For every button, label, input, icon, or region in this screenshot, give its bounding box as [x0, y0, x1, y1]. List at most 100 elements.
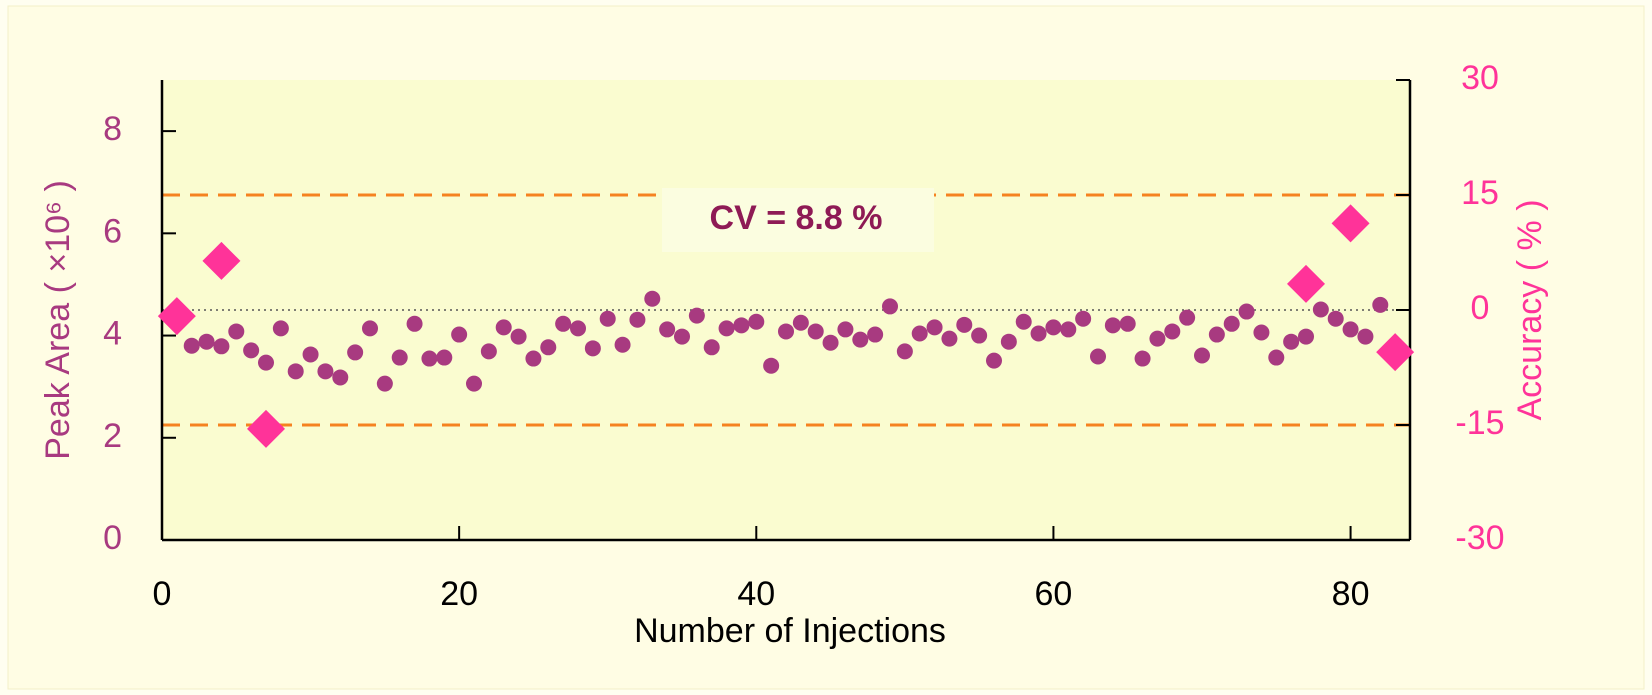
- dot-point: [1000, 333, 1017, 350]
- dot-point: [258, 354, 274, 371]
- dot-point: [495, 319, 512, 336]
- dot-point: [287, 363, 304, 380]
- y-tick-label: 8: [103, 110, 122, 148]
- dot-point: [183, 337, 200, 354]
- dot-point: [391, 349, 408, 366]
- dot-point: [986, 352, 1002, 369]
- dot-point: [778, 323, 794, 340]
- dot-point: [763, 357, 780, 374]
- dot-point: [1045, 319, 1062, 336]
- diamond-point: [1331, 204, 1370, 243]
- dot-point: [272, 320, 289, 337]
- dot-point: [376, 375, 393, 392]
- dot-point: [599, 310, 616, 327]
- diamond-point: [202, 241, 241, 280]
- dot-point: [584, 340, 601, 357]
- y-tick-label: 4: [103, 315, 122, 353]
- dot-point: [1075, 310, 1092, 327]
- x-tick-label: 80: [1332, 575, 1370, 613]
- dot-point: [1164, 323, 1181, 340]
- dot-point: [198, 333, 215, 350]
- dot-point: [718, 320, 735, 337]
- y-tick-label: 2: [103, 417, 122, 455]
- diamond-point: [247, 409, 285, 448]
- dot-point: [1342, 321, 1359, 338]
- y2-tick-label: -15: [1455, 404, 1504, 442]
- x-tick-label: 40: [737, 575, 775, 613]
- dot-point: [703, 339, 720, 356]
- x-tick-label: 60: [1035, 575, 1073, 613]
- dot-point: [213, 338, 230, 355]
- annotation-box: [662, 188, 934, 252]
- y2-tick-label: -30: [1455, 519, 1504, 557]
- dot-point: [421, 350, 438, 367]
- dot-point: [332, 369, 349, 386]
- annotation: CV = 8.8 %: [710, 199, 883, 237]
- dot-point: [1268, 349, 1285, 366]
- dot-point: [555, 315, 572, 332]
- dot-point: [540, 339, 557, 356]
- dot-point: [688, 307, 705, 324]
- dot-point: [1149, 330, 1166, 347]
- dot-point: [1208, 326, 1225, 343]
- dot-point: [436, 349, 453, 366]
- dot-point: [1372, 296, 1389, 313]
- dot-point: [674, 328, 690, 345]
- dot-point: [629, 311, 646, 328]
- dot-point: [792, 314, 809, 331]
- dot-point: [406, 315, 423, 332]
- dot-point: [1194, 347, 1210, 364]
- dot-point: [867, 326, 884, 343]
- dot-point: [926, 319, 943, 336]
- dot-point: [941, 330, 958, 347]
- dot-point: [302, 346, 319, 363]
- dot-point: [822, 334, 839, 351]
- dot-point: [896, 343, 913, 360]
- dot-point: [837, 321, 854, 338]
- x-axis-label: Number of Injections: [634, 612, 946, 650]
- dot-point: [362, 320, 378, 337]
- dot-point: [1223, 315, 1240, 332]
- y-tick-label: 6: [103, 212, 122, 250]
- x-tick-label: 20: [440, 575, 478, 613]
- dot-point: [1327, 310, 1344, 327]
- dot-point: [852, 331, 869, 348]
- y2-tick-label: 0: [1471, 289, 1490, 327]
- dot-point: [228, 323, 245, 340]
- y2-axis-label: Accuracy ( % ): [1511, 199, 1549, 420]
- diamond-point: [157, 297, 196, 336]
- dot-point: [1253, 324, 1270, 341]
- dot-point: [1283, 333, 1300, 350]
- dot-point: [525, 350, 542, 367]
- dot-point: [570, 320, 586, 337]
- dot-point: [1119, 315, 1136, 332]
- dot-point: [243, 342, 260, 359]
- dot-point: [510, 328, 527, 345]
- y2-tick-label: 30: [1461, 59, 1499, 97]
- dot-point: [911, 325, 928, 342]
- dot-point: [1060, 321, 1077, 338]
- x-tick-label: 0: [153, 575, 172, 613]
- dot-point: [1030, 325, 1047, 342]
- diamond-point: [1287, 264, 1325, 303]
- dot-point: [1015, 313, 1032, 330]
- dot-point: [614, 336, 631, 353]
- dot-point: [317, 363, 334, 380]
- dot-point: [347, 344, 364, 361]
- y2-tick-label: 15: [1461, 174, 1499, 212]
- dot-point: [807, 323, 824, 340]
- dot-point: [1312, 301, 1329, 318]
- dot-point: [971, 327, 988, 344]
- dot-point: [659, 321, 676, 338]
- y-axis-label: Peak Area ( ×10⁶ ): [39, 180, 77, 460]
- y-tick-label: 0: [103, 519, 122, 557]
- dot-point: [1179, 309, 1196, 326]
- dot-point: [1134, 350, 1151, 367]
- dot-point: [882, 298, 898, 315]
- dot-point: [1104, 317, 1121, 334]
- dot-point: [451, 326, 468, 343]
- dot-point: [956, 316, 973, 333]
- dot-point: [1357, 328, 1374, 345]
- dot-point: [466, 375, 482, 392]
